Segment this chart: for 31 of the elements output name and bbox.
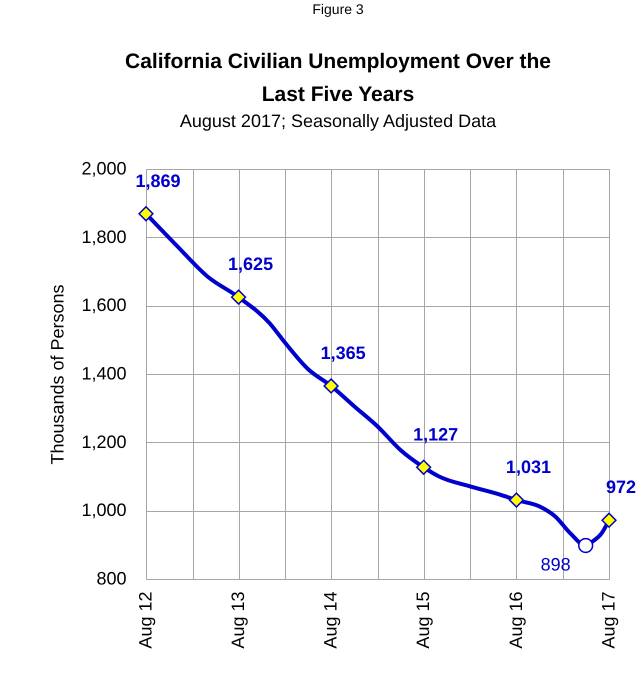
- data-label: 898: [540, 554, 571, 575]
- data-label: 1,365: [320, 342, 366, 363]
- point: [230, 289, 246, 305]
- x-tick-label: Aug 17: [598, 592, 618, 649]
- caption: Figure 3: [312, 1, 364, 17]
- chart-subtitle: August 2017; Seasonally Adjusted Data: [180, 111, 498, 131]
- y-tick-label: 1,800: [81, 226, 126, 247]
- x-tick-label: Aug 14: [320, 592, 341, 649]
- y-axis-title: Thousands of Persons: [47, 284, 68, 465]
- point: [601, 512, 617, 528]
- x-tick-label: Aug 12: [136, 592, 156, 649]
- data-label: 972: [606, 477, 636, 498]
- x-tick-label: Aug 15: [413, 592, 434, 649]
- chart-title: California Civilian Unemployment Over the Last Five Years: [125, 50, 551, 106]
- point: [323, 378, 339, 394]
- y-tick-label: 800: [96, 568, 126, 588]
- y-tick-label: 1,200: [81, 432, 126, 452]
- y-tick-label: 1,400: [81, 364, 126, 384]
- point: [138, 206, 154, 222]
- point: [416, 460, 432, 475]
- data-label: 1,625: [228, 254, 274, 274]
- y-tick-label: 1,000: [81, 500, 126, 520]
- point: [508, 492, 524, 508]
- y-tick-label: 1,600: [81, 295, 126, 316]
- y-tick-label: 2,000: [81, 158, 126, 178]
- data-label: 1,127: [413, 424, 458, 444]
- data-label: 1,031: [506, 457, 551, 478]
- x-tick-label: Aug 16: [506, 592, 526, 649]
- data-label: 1,869: [135, 170, 181, 191]
- point: [578, 538, 594, 554]
- x-tick-label: Aug 13: [228, 592, 248, 649]
